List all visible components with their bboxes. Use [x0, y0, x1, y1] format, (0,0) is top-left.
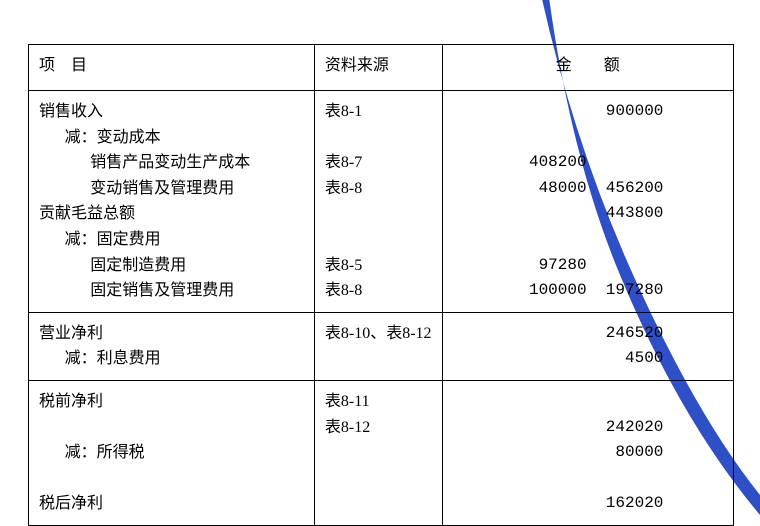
header-amount: 金 额 — [556, 57, 620, 74]
row-amount — [491, 389, 723, 415]
row-amount: 97280 — [491, 253, 723, 279]
row-label: 减：固定费用 — [39, 227, 304, 253]
row-source: 表8-11 — [325, 389, 432, 415]
row-source — [325, 201, 432, 227]
row-label: 减：利息费用 — [39, 346, 304, 372]
table-header-row: 项 目 资料来源 金 额 — [29, 45, 734, 91]
table-section-1: 销售收入 减：变动成本 销售产品变动生产成本 变动销售及管理费用 贡献毛益总额 … — [29, 91, 734, 313]
row-source: 表8-10、表8-12 — [325, 321, 432, 347]
row-label: 贡献毛益总额 — [39, 201, 304, 227]
row-amount: 100000 197280 — [491, 278, 723, 304]
row-label: 销售收入 — [39, 99, 304, 125]
row-source: 表8-12 — [325, 415, 432, 441]
row-label: 销售产品变动生产成本 — [39, 150, 304, 176]
table-section-2: 营业净利 减：利息费用 表8-10、表8-12 246520 4500 — [29, 312, 734, 380]
row-amount: 80000 — [491, 440, 723, 466]
row-label: 固定销售及管理费用 — [39, 278, 304, 304]
row-amount: 900000 — [491, 99, 723, 125]
row-label: 减：所得税 — [39, 440, 304, 466]
row-amount: 4500 — [491, 346, 723, 372]
row-label: 税后净利 — [39, 491, 304, 517]
row-amount: 408200 — [491, 150, 723, 176]
row-amount — [491, 227, 723, 253]
row-label: 减：变动成本 — [39, 125, 304, 151]
financial-table: 项 目 资料来源 金 额 销售收入 减：变动成本 销售产品变动生产成本 变动销售… — [28, 44, 734, 526]
header-item: 项 目 — [39, 57, 87, 74]
row-amount — [491, 466, 723, 492]
row-label: 税前净利 — [39, 389, 304, 415]
row-amount — [491, 125, 723, 151]
row-amount: 246520 — [491, 321, 723, 347]
row-label: 营业净利 — [39, 321, 304, 347]
row-amount: 443800 — [491, 201, 723, 227]
row-amount: 162020 — [491, 491, 723, 517]
row-source: 表8-7 — [325, 150, 432, 176]
row-label: 变动销售及管理费用 — [39, 176, 304, 202]
row-label — [39, 415, 304, 441]
header-source: 资料来源 — [325, 57, 389, 74]
row-amount: 242020 — [491, 415, 723, 441]
row-amount: 48000 456200 — [491, 176, 723, 202]
row-label — [39, 466, 304, 492]
row-source — [325, 125, 432, 151]
row-label: 固定制造费用 — [39, 253, 304, 279]
row-source: 表8-8 — [325, 176, 432, 202]
row-source: 表8-1 — [325, 99, 432, 125]
row-source — [325, 227, 432, 253]
table-section-3: 税前净利 减：所得税 税后净利 表8-11 表8-12 242020 80000… — [29, 380, 734, 525]
row-source: 表8-5 — [325, 253, 432, 279]
row-source: 表8-8 — [325, 278, 432, 304]
